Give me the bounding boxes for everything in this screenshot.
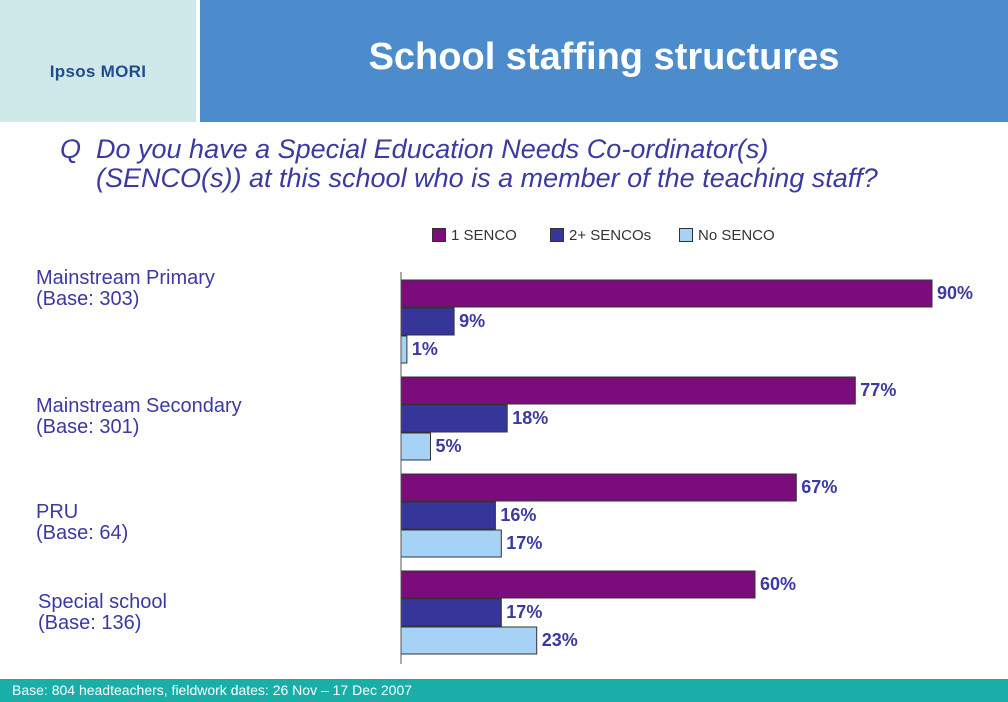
bar-2-sencos-3 (400, 598, 502, 627)
category-label-special-school: Special school (Base: 136) (38, 592, 167, 634)
category-name: Mainstream Secondary (36, 395, 242, 417)
question-text-line2: (SENCO(s)) at this school who is a membe… (96, 163, 878, 193)
bar-no-senco-0 (400, 335, 408, 364)
header: Ipsos MORI School staffing structures (0, 0, 1008, 122)
legend-label-1-senco: 1 SENCO (451, 227, 517, 244)
data-label-no-senco-1: 5% (436, 436, 462, 456)
page-title: School staffing structures (368, 36, 840, 78)
bar-1-senco-1 (400, 376, 856, 405)
bar-no-senco-1 (400, 432, 431, 461)
legend-swatch-no-senco (679, 228, 693, 242)
bar-1-senco-0 (400, 279, 933, 308)
legend-label-2-plus-sencos: 2+ SENCOs (569, 227, 652, 244)
bar-1-senco-3 (400, 570, 756, 599)
data-label-2-sencos-1: 18% (512, 408, 548, 428)
bar-1-senco-2 (400, 473, 797, 502)
footer-bar: Base: 804 headteachers, fieldwork dates:… (0, 679, 1008, 702)
category-label-mainstream-secondary: Mainstream Secondary (Base: 301) (36, 396, 242, 438)
category-base: (Base: 136) (38, 612, 142, 634)
data-label-1-senco-3: 60% (760, 574, 796, 594)
legend-label-no-senco: No SENCO (698, 227, 775, 244)
data-label-1-senco-0: 90% (937, 283, 973, 303)
bar-2-sencos-0 (400, 307, 455, 336)
category-base: (Base: 64) (36, 522, 129, 544)
bar-no-senco-3 (400, 626, 538, 655)
category-label-pru: PRU (Base: 64) (36, 502, 128, 544)
category-name: Mainstream Primary (36, 267, 215, 289)
question-marker: Q (60, 134, 82, 164)
data-label-2-sencos-3: 17% (506, 602, 542, 622)
footer-base-note: Base: 804 headteachers, fieldwork dates:… (12, 682, 413, 698)
data-label-2-sencos-2: 16% (500, 505, 536, 525)
category-label-mainstream-primary: Mainstream Primary (Base: 303) (36, 268, 215, 310)
data-label-1-senco-1: 77% (860, 380, 896, 400)
data-label-1-senco-2: 67% (801, 477, 837, 497)
data-label-no-senco-3: 23% (542, 630, 578, 650)
data-label-no-senco-0: 1% (412, 339, 438, 359)
category-name: Special school (38, 591, 167, 613)
bar-2-sencos-1 (400, 404, 508, 433)
data-label-2-sencos-0: 9% (459, 311, 485, 331)
question-text-line1: Do you have a Special Education Needs Co… (96, 134, 769, 164)
data-label-no-senco-2: 17% (506, 533, 542, 553)
legend-swatch-2-plus-sencos (550, 228, 564, 242)
category-base: (Base: 301) (36, 416, 140, 438)
category-base: (Base: 303) (36, 288, 140, 310)
bar-no-senco-2 (400, 529, 502, 558)
category-name: PRU (36, 501, 79, 523)
bar-2-sencos-2 (400, 501, 496, 530)
ipsos-mori-logo: Ipsos MORI (49, 62, 147, 81)
legend-swatch-1-senco (432, 228, 446, 242)
title-banner: School staffing structures (200, 0, 1008, 122)
logo-box: Ipsos MORI (0, 0, 196, 122)
